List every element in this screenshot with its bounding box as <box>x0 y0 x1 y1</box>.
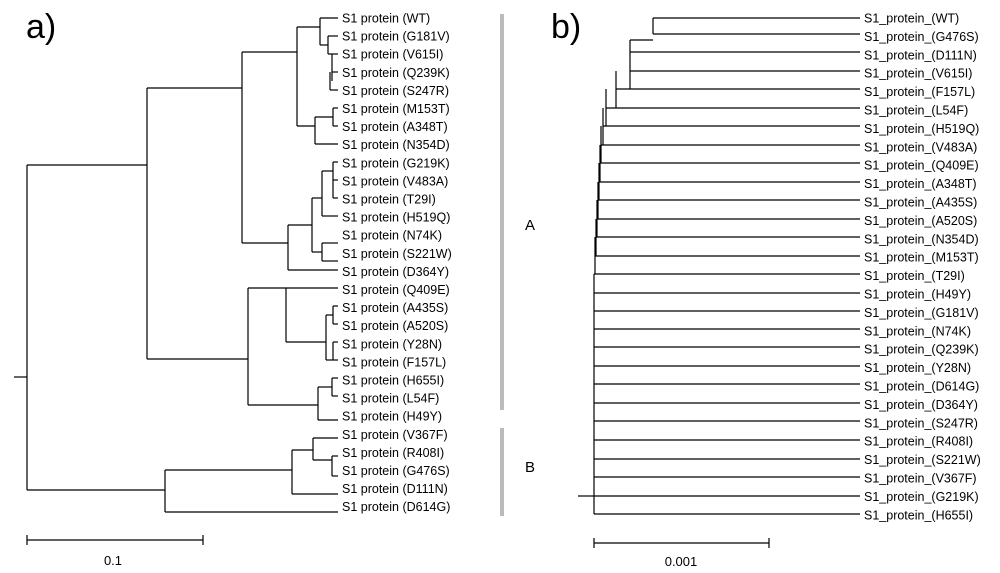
tree-b-leaf-label: S1_protein_(V367F) <box>864 472 977 486</box>
tree-b-leaf-label: S1_protein_(V483A) <box>864 140 977 154</box>
tree-b-leaf-label: S1_protein_(S247R) <box>864 416 978 430</box>
tree-b-leaf-label: S1_protein_(Q239K) <box>864 343 979 357</box>
tree-a-leaf-label: S1 protein (S247R) <box>342 84 449 98</box>
tree-a-leaf-label: S1 protein (F157L) <box>342 355 446 369</box>
tree-a-leaf-label: S1 protein (WT) <box>342 12 430 26</box>
tree-a-leaf-label: S1 protein (M153T) <box>342 102 450 116</box>
tree-a-leaf-label: S1 protein (V367F) <box>342 428 448 442</box>
tree-b-leaf-label: S1_protein_(D111N) <box>864 48 977 62</box>
tree-a-leaf-label: S1 protein (T29I) <box>342 193 436 207</box>
tree-b-leaf-label: S1_protein_(Y28N) <box>864 361 971 375</box>
tree-a-leaf-label: S1 protein (S221W) <box>342 247 452 261</box>
tree-b-scale-label: 0.001 <box>665 554 698 569</box>
tree-b-leaf-label: S1_protein_(H519Q) <box>864 122 979 136</box>
tree-b-leaf-label: S1_protein_(A435S) <box>864 196 977 210</box>
tree-b-leaf-label: S1_protein_(T29I) <box>864 269 965 283</box>
tree-a-leaf-label: S1 protein (A435S) <box>342 301 448 315</box>
tree-b-leaf-label: S1_protein_(G181V) <box>864 306 979 320</box>
tree-b-scale-bar: 0.001 <box>593 538 770 569</box>
tree-a-leaf-label: S1 protein (H519Q) <box>342 211 450 225</box>
tree-b-leaf-label: S1_protein_(A520S) <box>864 214 977 228</box>
tree-a-leaf-label: S1 protein (A348T) <box>342 120 448 134</box>
tree-a-branches <box>14 17 338 513</box>
clade-a-label: A <box>525 217 535 234</box>
tree-b-leaf-label: S1_protein_(D364Y) <box>864 398 978 412</box>
tree-a-leaf-label: S1 protein (H655I) <box>342 374 444 388</box>
panel-a-letter: a) <box>26 8 56 46</box>
tree-a-leaf-label: S1 protein (V483A) <box>342 174 448 188</box>
panel-b-letter: b) <box>551 8 581 46</box>
tree-b-leaf-label: S1_protein_(Q409E) <box>864 159 979 173</box>
tree-a-leaf-label: S1 protein (H49Y) <box>342 410 442 424</box>
tree-a-leaf-label: S1 protein (D614G) <box>342 500 450 514</box>
tree-a-leaf-labels: S1 protein (WT) S1 protein (G181V) S1 prot… <box>342 12 452 515</box>
tree-b-leaf-label: S1_protein_(H49Y) <box>864 288 971 302</box>
tree-b-leaf-label: S1_protein_(N354D) <box>864 232 979 246</box>
tree-a-leaf-label: S1 protein (L54F) <box>342 392 439 406</box>
tree-a-leaf-label: S1 protein (Q239K) <box>342 66 450 80</box>
tree-b-leaf-label: S1_protein_(WT) <box>864 12 959 26</box>
tree-a-leaf-label: S1 protein (G181V) <box>342 30 450 44</box>
tree-a-leaf-label: S1 protein (G476S) <box>342 464 450 478</box>
tree-b-leaf-label: S1_protein_(H655I) <box>864 508 973 522</box>
tree-a-leaf-label: S1 protein (D364Y) <box>342 265 449 279</box>
tree-b-leaf-label: S1_protein_(A348T) <box>864 177 977 191</box>
tree-b-leaf-label: S1_protein_(G476S) <box>864 30 979 44</box>
tree-b-leaf-labels: S1_protein_(WT) S1_protein_(G476S) S1_prot… <box>864 12 981 523</box>
tree-a-scale-bar: 0.1 <box>26 535 204 568</box>
clade-b-label: B <box>525 459 535 476</box>
tree-a-leaf-label: S1 protein (D111N) <box>342 482 448 496</box>
tree-a-leaf-label: S1 protein (N74K) <box>342 229 442 243</box>
tree-a-leaf-label: S1 protein (R408I) <box>342 446 444 460</box>
tree-b-leaf-label: S1_protein_(G219K) <box>864 490 979 504</box>
tree-a-leaf-label: S1 protein (N354D) <box>342 138 450 152</box>
tree-a-leaf-label: S1 protein (G219K) <box>342 156 450 170</box>
tree-b-leaf-label: S1_protein_(R408I) <box>864 435 973 449</box>
tree-b-leaf-label: S1_protein_(V615I) <box>864 67 972 81</box>
tree-b-leaf-label: S1_protein_(N74K) <box>864 324 971 338</box>
tree-a-leaf-label: S1 protein (A520S) <box>342 319 448 333</box>
tree-a-leaf-label: S1 protein (Q409E) <box>342 283 450 297</box>
tree-a-leaf-label: S1 protein (V615I) <box>342 48 443 62</box>
tree-b-leaf-label: S1_protein_(M153T) <box>864 251 979 265</box>
tree-b-leaf-label: S1_protein_(F157L) <box>864 85 975 99</box>
tree-a-scale-label: 0.1 <box>104 553 122 568</box>
tree-b-leaf-label: S1_protein_(D614G) <box>864 380 979 394</box>
tree-b-leaf-label: S1_protein_(L54F) <box>864 104 968 118</box>
tree-b-branches <box>578 17 860 515</box>
tree-a-leaf-label: S1 protein (Y28N) <box>342 337 442 351</box>
tree-b-leaf-label: S1_protein_(S221W) <box>864 453 981 467</box>
